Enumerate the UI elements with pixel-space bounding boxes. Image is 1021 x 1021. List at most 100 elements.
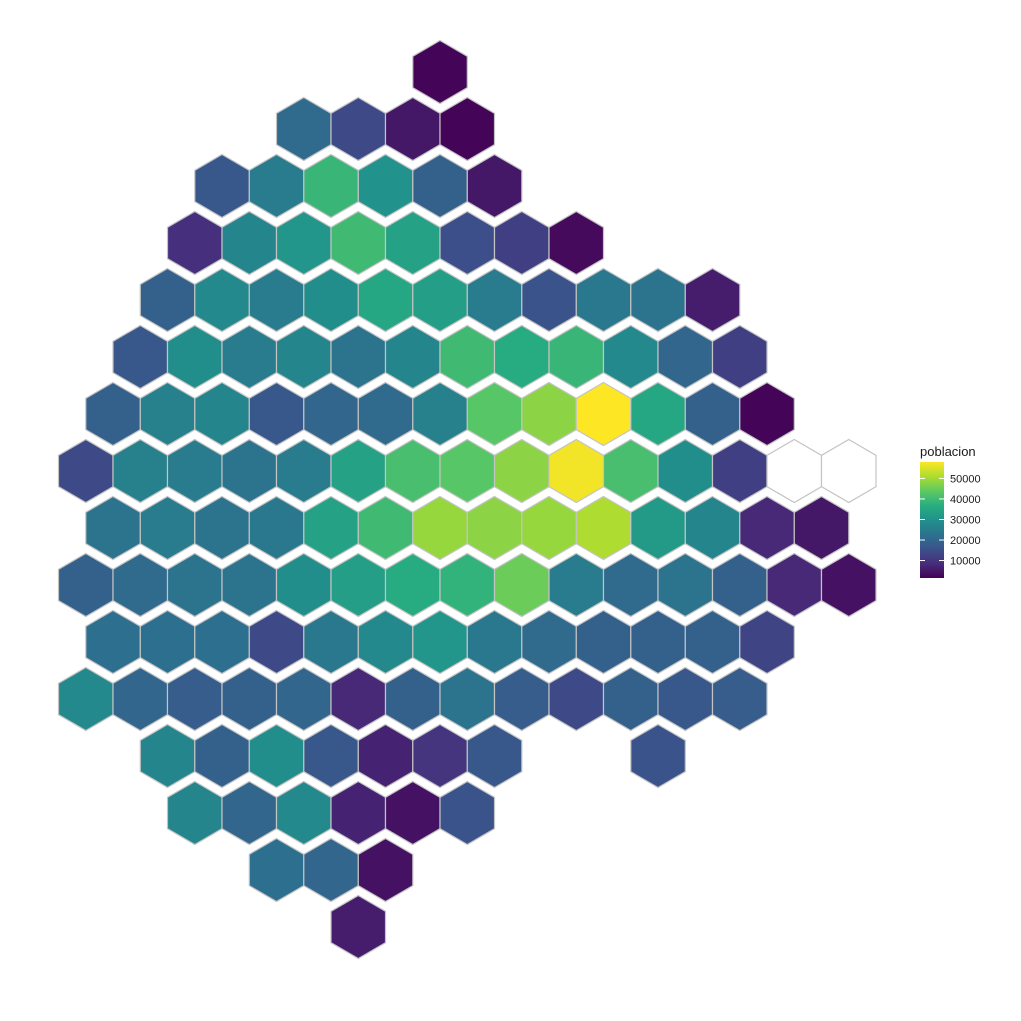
hex-cell bbox=[222, 554, 277, 617]
hex-cell bbox=[495, 440, 550, 503]
hex-cell bbox=[304, 839, 359, 902]
hex-cell bbox=[86, 497, 141, 560]
hex-cell bbox=[331, 326, 386, 389]
hex-cell bbox=[277, 98, 332, 161]
hex-cell bbox=[658, 326, 713, 389]
hex-cell bbox=[631, 611, 686, 674]
legend-tick-label: 30000 bbox=[950, 514, 981, 526]
hex-cell bbox=[604, 554, 659, 617]
hex-cell bbox=[59, 554, 114, 617]
hex-cell bbox=[249, 383, 303, 446]
legend-tick-label: 10000 bbox=[950, 556, 981, 568]
hex-cell bbox=[386, 212, 441, 275]
hex-cell bbox=[604, 668, 659, 731]
hex-cell bbox=[358, 383, 413, 446]
hex-cell bbox=[440, 212, 495, 275]
hex-cell bbox=[413, 725, 468, 788]
hex-cell bbox=[440, 326, 495, 389]
hex-cell bbox=[168, 554, 223, 617]
hex-cell bbox=[113, 440, 168, 503]
legend-tick-label: 20000 bbox=[950, 535, 981, 547]
hex-cell bbox=[386, 98, 441, 161]
hex-cell bbox=[604, 326, 659, 389]
hex-cell bbox=[522, 611, 577, 674]
hex-cell bbox=[495, 668, 550, 731]
hex-cell bbox=[713, 440, 768, 503]
hex-cell bbox=[413, 383, 468, 446]
hex-cell bbox=[413, 269, 468, 332]
hex-cell bbox=[331, 98, 386, 161]
hex-cell bbox=[358, 611, 413, 674]
hex-cell bbox=[467, 155, 522, 218]
hex-cell bbox=[168, 440, 223, 503]
hex-cell bbox=[304, 269, 359, 332]
hex-cell bbox=[440, 554, 495, 617]
hex-cell bbox=[358, 725, 413, 788]
hex-cell bbox=[222, 326, 277, 389]
hex-cell bbox=[331, 440, 386, 503]
hex-cell bbox=[467, 497, 522, 560]
hex-cell bbox=[168, 782, 223, 845]
hex-cell bbox=[358, 839, 413, 902]
hex-cell bbox=[522, 497, 577, 560]
hex-cell bbox=[549, 440, 604, 503]
hex-cell bbox=[140, 611, 195, 674]
hex-cell bbox=[140, 725, 195, 788]
hex-cell bbox=[222, 782, 277, 845]
hex-cell bbox=[495, 326, 550, 389]
hex-cell bbox=[440, 668, 495, 731]
hex-cell bbox=[740, 497, 795, 560]
hex-cell bbox=[113, 668, 168, 731]
hex-cell bbox=[195, 155, 250, 218]
hex-cell bbox=[304, 725, 359, 788]
legend-tick-label: 50000 bbox=[950, 473, 981, 485]
hex-cell bbox=[576, 383, 631, 446]
hex-cell bbox=[631, 383, 686, 446]
hex-cell bbox=[277, 668, 332, 731]
hex-cell bbox=[658, 668, 713, 731]
hex-cell bbox=[413, 611, 468, 674]
hex-cell bbox=[386, 326, 441, 389]
hex-cell bbox=[59, 440, 114, 503]
hex-cell bbox=[249, 839, 303, 902]
hex-cell bbox=[685, 269, 740, 332]
hex-cell bbox=[495, 212, 550, 275]
hex-cell bbox=[168, 326, 223, 389]
legend-title: poblacion bbox=[920, 444, 976, 459]
hex-cell bbox=[304, 611, 359, 674]
hex-cell bbox=[658, 440, 713, 503]
hex-cell bbox=[413, 41, 468, 104]
hex-cell bbox=[631, 725, 686, 788]
hex-cell bbox=[168, 212, 223, 275]
hex-cell bbox=[685, 497, 740, 560]
hex-cell bbox=[549, 212, 604, 275]
hex-cell bbox=[522, 383, 577, 446]
hex-cell bbox=[195, 725, 250, 788]
hex-cell bbox=[440, 782, 495, 845]
hex-cell bbox=[358, 269, 413, 332]
hex-cell bbox=[576, 497, 631, 560]
hex-cell bbox=[549, 554, 604, 617]
hex-cell bbox=[358, 155, 413, 218]
hex-cell bbox=[140, 269, 195, 332]
hex-cell bbox=[59, 668, 114, 731]
hex-cell bbox=[277, 554, 332, 617]
hex-cell bbox=[249, 497, 303, 560]
hex-cell bbox=[222, 212, 277, 275]
hex-cell bbox=[713, 326, 768, 389]
hex-cell bbox=[331, 782, 386, 845]
hex-cell bbox=[576, 269, 631, 332]
hex-cell bbox=[386, 554, 441, 617]
hex-cell bbox=[249, 611, 303, 674]
hex-cell bbox=[713, 554, 768, 617]
hex-cell bbox=[604, 440, 659, 503]
hex-cell bbox=[495, 554, 550, 617]
hex-cell bbox=[86, 383, 141, 446]
hex-cell bbox=[195, 383, 250, 446]
hex-cell bbox=[249, 725, 303, 788]
hex-cell bbox=[467, 269, 522, 332]
hex-cell bbox=[222, 668, 277, 731]
hex-cell bbox=[249, 269, 303, 332]
hex-cell bbox=[658, 554, 713, 617]
